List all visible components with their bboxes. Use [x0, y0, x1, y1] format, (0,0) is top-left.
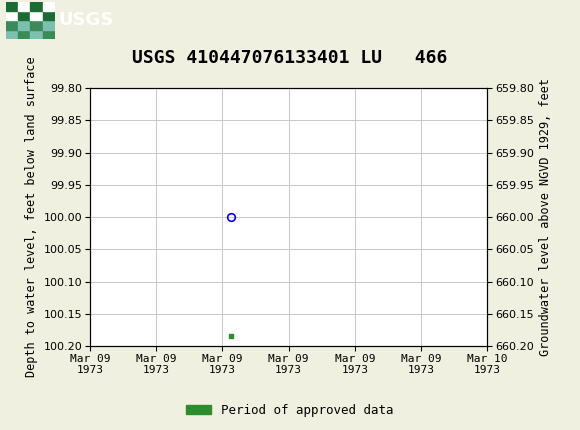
Bar	[43, 11, 55, 20]
Text: USGS: USGS	[58, 12, 113, 29]
Y-axis label: Groundwater level above NGVD 1929, feet: Groundwater level above NGVD 1929, feet	[539, 78, 552, 356]
Text: USGS 410447076133401 LU   466: USGS 410447076133401 LU 466	[132, 49, 448, 67]
Y-axis label: Depth to water level, feet below land surface: Depth to water level, feet below land su…	[25, 57, 38, 378]
Bar	[43, 2, 55, 11]
Bar	[43, 30, 55, 39]
Bar	[43, 20, 55, 30]
Bar	[6, 11, 18, 20]
Bar	[31, 30, 43, 39]
Bar	[31, 20, 43, 30]
Legend: Period of approved data: Period of approved data	[181, 399, 399, 421]
Bar	[31, 11, 43, 20]
Bar	[18, 30, 31, 39]
Bar	[18, 20, 31, 30]
Bar	[6, 20, 18, 30]
Bar	[18, 11, 31, 20]
Bar	[31, 2, 43, 11]
Bar	[18, 2, 31, 11]
Bar	[6, 2, 18, 11]
Bar	[6, 30, 18, 39]
